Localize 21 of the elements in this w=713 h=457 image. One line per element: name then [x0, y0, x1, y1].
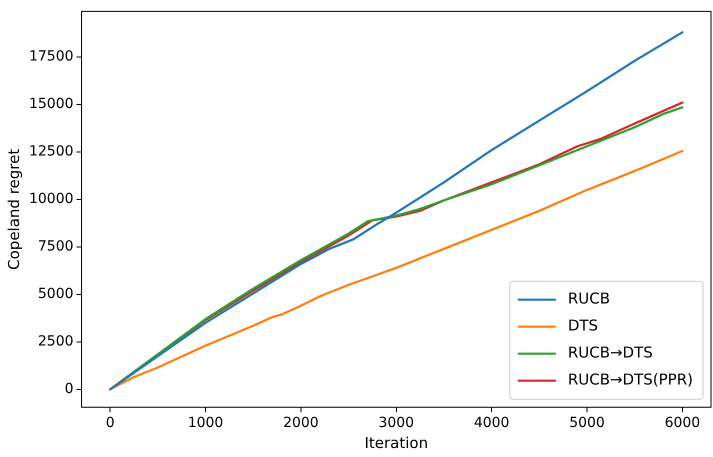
y-tick-label: 5000 [38, 286, 74, 302]
x-tick-label: 3000 [378, 415, 414, 432]
y-tick-label: 7500 [38, 238, 74, 255]
x-tick-label: 5000 [569, 415, 605, 432]
x-axis-title: Iteration [364, 434, 428, 452]
legend-label: DTS [568, 316, 598, 335]
y-tick-label: 17500 [28, 48, 74, 65]
legend-label: RUCB→DTS(PPR) [568, 370, 693, 389]
legend-label: RUCB [568, 290, 610, 308]
x-tick-label: 4000 [474, 415, 510, 432]
x-tick-label: 6000 [664, 415, 700, 432]
x-tick-label: 1000 [188, 415, 224, 432]
x-tick-label: 2000 [283, 415, 319, 432]
y-tick-label: 0 [64, 380, 74, 397]
legend-label: RUCB→DTS [568, 344, 653, 362]
y-axis-title: Copeland regret [4, 148, 23, 270]
y-tick-label: 2500 [38, 334, 74, 350]
y-tick-label: 10000 [28, 191, 74, 208]
y-tick-label: 12500 [28, 144, 74, 160]
x-tick-label: 0 [106, 415, 115, 432]
y-tick-label: 15000 [28, 96, 74, 112]
